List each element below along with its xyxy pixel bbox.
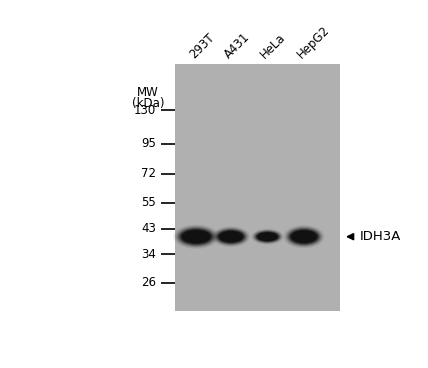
Ellipse shape	[289, 229, 319, 244]
Ellipse shape	[287, 227, 321, 246]
Ellipse shape	[179, 229, 213, 245]
Ellipse shape	[179, 228, 214, 245]
Ellipse shape	[257, 232, 278, 241]
Ellipse shape	[255, 231, 280, 243]
Ellipse shape	[286, 227, 321, 246]
Text: 130: 130	[134, 104, 156, 117]
Ellipse shape	[218, 231, 244, 243]
Ellipse shape	[288, 229, 320, 245]
Ellipse shape	[291, 230, 317, 243]
Ellipse shape	[290, 230, 318, 244]
Text: 43: 43	[141, 222, 156, 236]
Ellipse shape	[220, 232, 242, 241]
Text: IDH3A: IDH3A	[360, 230, 401, 243]
Text: MW: MW	[137, 86, 159, 99]
Ellipse shape	[176, 227, 216, 247]
Text: 55: 55	[142, 196, 156, 209]
Ellipse shape	[219, 231, 243, 242]
Ellipse shape	[255, 231, 279, 242]
Ellipse shape	[253, 230, 282, 244]
Bar	[175, 64, 340, 311]
Ellipse shape	[180, 229, 212, 244]
Ellipse shape	[257, 232, 278, 241]
Ellipse shape	[218, 230, 244, 243]
Ellipse shape	[291, 231, 316, 243]
Text: 26: 26	[141, 276, 156, 289]
Ellipse shape	[253, 230, 282, 244]
Ellipse shape	[254, 230, 281, 243]
Ellipse shape	[259, 233, 276, 240]
Ellipse shape	[220, 231, 242, 242]
Text: 34: 34	[141, 248, 156, 261]
Text: HepG2: HepG2	[295, 24, 332, 61]
Text: HeLa: HeLa	[258, 31, 288, 61]
Ellipse shape	[175, 226, 217, 248]
Ellipse shape	[288, 228, 320, 245]
Text: 293T: 293T	[187, 31, 217, 61]
Ellipse shape	[256, 231, 279, 242]
Ellipse shape	[285, 226, 323, 247]
Ellipse shape	[254, 230, 281, 243]
Text: 72: 72	[141, 167, 156, 180]
Ellipse shape	[183, 231, 209, 243]
Ellipse shape	[216, 229, 246, 244]
Ellipse shape	[182, 230, 210, 243]
Text: (kDa): (kDa)	[132, 97, 164, 110]
Ellipse shape	[215, 229, 247, 245]
Ellipse shape	[177, 227, 215, 246]
Ellipse shape	[214, 228, 248, 245]
Text: A431: A431	[222, 31, 253, 61]
Text: 95: 95	[141, 138, 156, 151]
Ellipse shape	[217, 230, 245, 244]
Ellipse shape	[256, 232, 279, 242]
Ellipse shape	[292, 231, 315, 242]
Ellipse shape	[290, 230, 318, 244]
Ellipse shape	[178, 228, 214, 246]
Ellipse shape	[258, 233, 277, 241]
Ellipse shape	[214, 228, 247, 245]
Ellipse shape	[181, 230, 211, 244]
Ellipse shape	[217, 229, 245, 244]
Ellipse shape	[176, 226, 217, 247]
Ellipse shape	[214, 227, 249, 246]
Ellipse shape	[182, 230, 211, 243]
Ellipse shape	[286, 227, 322, 247]
